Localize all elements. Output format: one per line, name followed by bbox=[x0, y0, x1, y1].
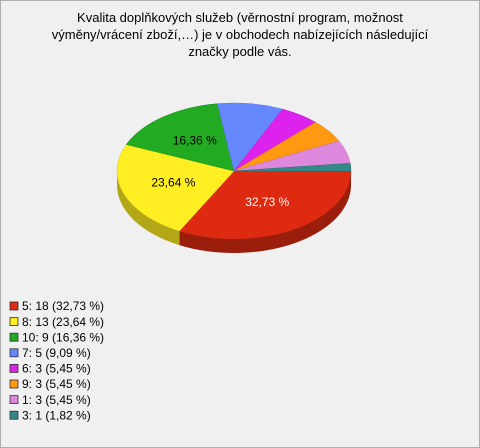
legend-swatch bbox=[9, 395, 19, 405]
slice bbox=[125, 103, 235, 172]
slice bbox=[178, 170, 352, 240]
legend-label: 3: 1 (1,82 %) bbox=[22, 408, 91, 422]
slice-label: 16,36 % bbox=[173, 134, 217, 148]
legend-label: 8: 13 (23,64 %) bbox=[22, 315, 104, 329]
legend-label: 7: 5 (9,09 %) bbox=[22, 346, 91, 360]
legend-swatch bbox=[9, 363, 19, 373]
slice bbox=[233, 162, 352, 172]
legend-swatch bbox=[9, 379, 19, 389]
legend-label: 9: 3 (5,45 %) bbox=[22, 377, 91, 391]
slice-label: 23,64 % bbox=[151, 176, 195, 190]
legend-swatch bbox=[9, 332, 19, 342]
legend-swatch bbox=[9, 348, 19, 358]
legend-label: 5: 18 (32,73 %) bbox=[22, 299, 104, 313]
legend-swatch bbox=[9, 317, 19, 327]
slice bbox=[116, 144, 235, 232]
legend-label: 10: 9 (16,36 %) bbox=[22, 330, 104, 344]
slice-side bbox=[117, 171, 180, 246]
legend-swatch bbox=[9, 410, 19, 420]
legend-label: 1: 3 (5,45 %) bbox=[22, 393, 91, 407]
slice-label: 32,73 % bbox=[245, 195, 289, 209]
legend-swatch bbox=[9, 301, 19, 311]
slice-side bbox=[179, 171, 351, 253]
chart-title: Kvalita doplňkových služeb (věrnostní pr… bbox=[51, 10, 429, 59]
legend-label: 6: 3 (5,45 %) bbox=[22, 362, 91, 376]
